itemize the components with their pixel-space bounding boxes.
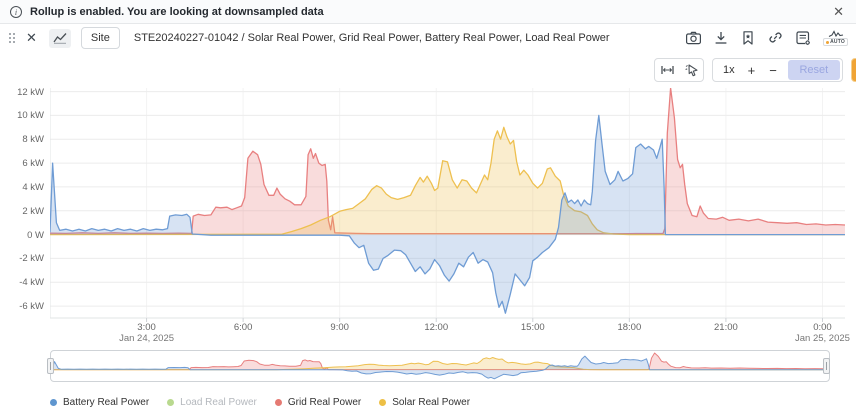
zoom-out-button[interactable]: − bbox=[769, 62, 777, 78]
form-settings-icon[interactable] bbox=[795, 30, 812, 46]
x-tick-label: 21:00 bbox=[714, 322, 738, 333]
y-tick-label: -2 kW bbox=[19, 253, 44, 265]
x-tick-label: 0:00 bbox=[813, 322, 832, 333]
legend-label: Load Real Power bbox=[180, 397, 257, 408]
range-handle-left[interactable] bbox=[47, 358, 54, 374]
chart-controls: 1x + − Reset bbox=[654, 58, 856, 82]
overview-chart bbox=[52, 352, 824, 380]
y-tick-label: 0 W bbox=[27, 229, 44, 241]
legend-item[interactable]: Solar Real Power bbox=[379, 397, 470, 408]
x-tick-label: 6:00 bbox=[233, 322, 253, 333]
warning-button[interactable] bbox=[850, 58, 856, 82]
x-tick-label: 15:00 bbox=[520, 322, 545, 333]
zoom-level: 1x bbox=[723, 64, 735, 76]
toolbar-actions: AUTO bbox=[685, 30, 848, 46]
y-tick-label: 8 kW bbox=[22, 134, 44, 146]
auto-badge: AUTO bbox=[823, 38, 848, 46]
x-tick-date-label: Jan 25, 2025 bbox=[795, 333, 850, 344]
zoom-in-button[interactable]: + bbox=[747, 62, 756, 78]
interval-select-button[interactable] bbox=[655, 59, 679, 81]
sparkline-icon bbox=[53, 33, 67, 44]
rollup-banner: i Rollup is enabled. You are looking at … bbox=[0, 0, 856, 24]
rollup-banner-text: Rollup is enabled. You are looking at do… bbox=[30, 5, 324, 18]
chart-toolbar: ✕ Site STE20240227-01042 / Solar Real Po… bbox=[0, 24, 856, 52]
y-tick-label: 10 kW bbox=[17, 110, 44, 122]
info-icon: i bbox=[10, 5, 22, 18]
banner-close-icon[interactable]: ✕ bbox=[833, 3, 844, 19]
main-power-chart[interactable] bbox=[50, 88, 845, 324]
overview-range-selector[interactable] bbox=[50, 350, 830, 382]
close-chart-icon[interactable]: ✕ bbox=[26, 30, 37, 45]
y-tick-label: 6 kW bbox=[22, 158, 44, 170]
pointer-select-icon bbox=[684, 64, 698, 77]
chart-legend: Battery Real Power Load Real Power Grid Re… bbox=[50, 397, 470, 408]
pointer-select-button[interactable] bbox=[679, 59, 703, 81]
link-icon[interactable] bbox=[767, 30, 784, 46]
y-tick-label: 4 kW bbox=[22, 181, 44, 193]
legend-label: Battery Real Power bbox=[63, 397, 150, 408]
site-button[interactable]: Site bbox=[80, 27, 120, 49]
auto-chart-button[interactable]: AUTO bbox=[823, 30, 848, 46]
x-tick-label: 12:00 bbox=[424, 322, 449, 333]
legend-item[interactable]: Load Real Power bbox=[167, 397, 257, 408]
legend-dot-icon bbox=[50, 399, 57, 406]
sparkline-button[interactable] bbox=[48, 28, 71, 48]
legend-item[interactable]: Battery Real Power bbox=[50, 397, 149, 408]
download-icon[interactable] bbox=[713, 30, 729, 46]
range-handle-right[interactable] bbox=[823, 358, 830, 374]
camera-icon[interactable] bbox=[685, 30, 702, 46]
y-tick-label: -6 kW bbox=[19, 301, 44, 313]
reset-button[interactable]: Reset bbox=[787, 60, 840, 80]
x-tick-date-label: Jan 24, 2025 bbox=[119, 333, 175, 344]
chart-title: STE20240227-01042 / Solar Real Power, Gr… bbox=[133, 32, 610, 44]
auto-chart-icon bbox=[828, 30, 843, 38]
y-tick-label: -4 kW bbox=[19, 277, 44, 289]
x-tick-label: 18:00 bbox=[617, 322, 642, 333]
auto-dot-icon bbox=[826, 40, 830, 44]
drag-handle-icon[interactable] bbox=[8, 32, 16, 44]
zoom-group: 1x + − Reset bbox=[712, 58, 843, 82]
legend-label: Solar Real Power bbox=[392, 397, 471, 408]
legend-label: Grid Real Power bbox=[287, 397, 362, 408]
legend-item[interactable]: Grid Real Power bbox=[274, 397, 362, 408]
legend-dot-icon bbox=[167, 399, 175, 406]
y-tick-label: 2 kW bbox=[22, 205, 44, 217]
x-tick-label: 9:00 bbox=[330, 322, 349, 333]
x-tick-label: 3:00 bbox=[137, 322, 156, 333]
legend-dot-icon bbox=[379, 399, 387, 406]
bookmark-star-icon[interactable] bbox=[740, 30, 756, 46]
y-tick-label: 12 kW bbox=[17, 86, 44, 98]
legend-dot-icon bbox=[274, 399, 282, 406]
selection-tool-group bbox=[654, 58, 704, 82]
interval-select-icon bbox=[660, 66, 674, 74]
